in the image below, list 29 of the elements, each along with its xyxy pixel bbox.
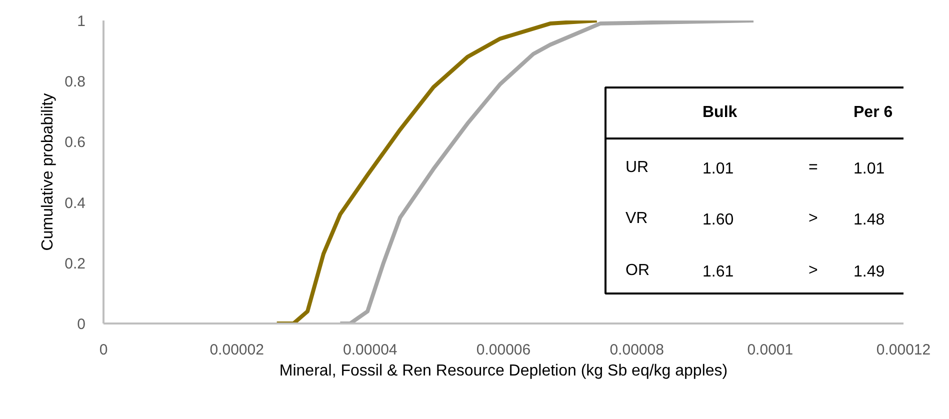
annotation: > <box>808 210 818 227</box>
annotation: UR <box>626 159 649 176</box>
annotation: 1.49 <box>854 264 885 280</box>
x-tick-label: 0.00012 <box>876 342 931 358</box>
x-tick-label: 0.00002 <box>210 342 264 358</box>
annotation: Bulk <box>702 104 738 121</box>
annotation: OR <box>626 262 650 279</box>
y-tick-label: 0.4 <box>64 194 86 212</box>
annotation: = <box>808 159 818 176</box>
annotation: 1.48 <box>854 212 885 228</box>
x-tick-label: 0.00006 <box>476 342 531 358</box>
annotation: VR <box>626 210 648 227</box>
x-tick-label: 0.0001 <box>747 342 794 358</box>
annotation: 1.61 <box>702 264 734 280</box>
y-tick-label: 0 <box>77 316 86 333</box>
y-tick-label: 0.6 <box>64 134 86 152</box>
annotation: 1.60 <box>702 212 734 228</box>
annotation: Per 6 <box>854 104 893 121</box>
y-axis-title: Cumulative probability <box>40 93 57 251</box>
annotation: > <box>808 262 818 279</box>
y-tick-label: 1 <box>77 13 86 30</box>
x-tick-label: 0.00004 <box>343 342 398 358</box>
y-tick-label: 0.2 <box>64 255 86 272</box>
x-tick-label: 0.00008 <box>610 342 664 358</box>
x-tick-label: 0 <box>99 342 108 358</box>
y-tick-label: 0.8 <box>64 74 86 91</box>
annotation: 1.01 <box>702 160 734 178</box>
annotation: 1.01 <box>854 160 885 178</box>
x-axis-title: Mineral, Fossil & Ren Resource Depletion (kg Sb eq/kg apples) <box>279 362 728 380</box>
